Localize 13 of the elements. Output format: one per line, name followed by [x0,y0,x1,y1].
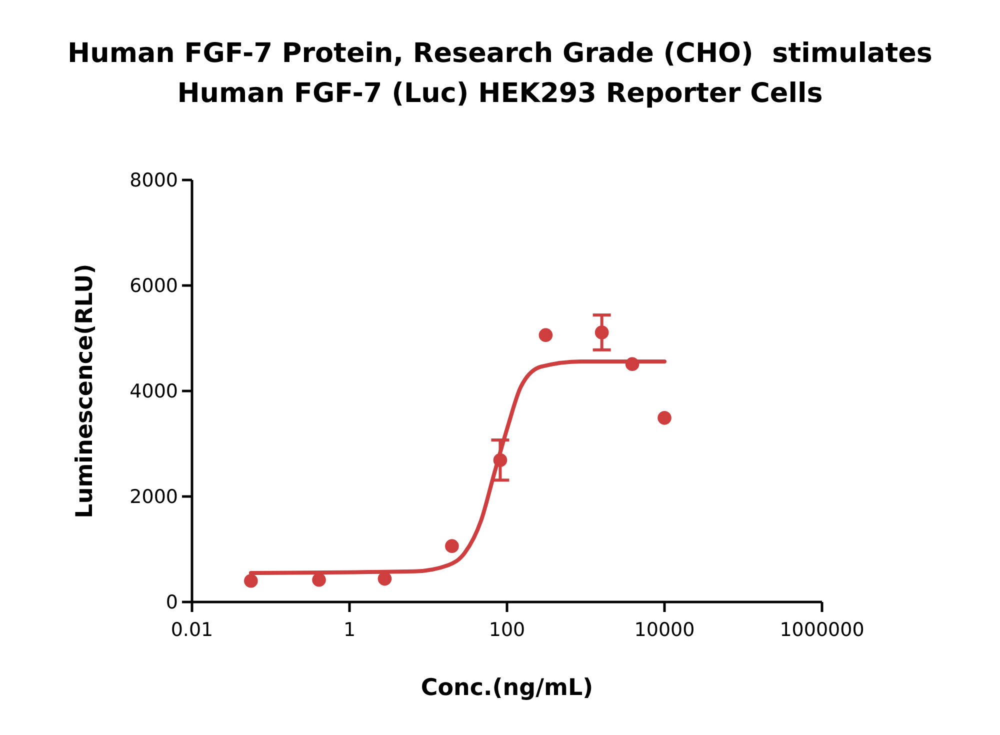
chart-title: Human FGF-7 Protein, Research Grade (CHO) stimulates Human FGF-7 (Luc) HEK293 Reporter Cells [68,38,932,109]
x-tick-label: 100 [488,619,526,641]
x-tick-label: 1 [343,619,356,641]
x-tick-label: 10000 [634,619,695,641]
y-tick-label: 4000 [130,380,178,403]
x-tick-label: 1000000 [780,619,864,641]
y-tick-label: 0 [166,592,178,614]
x-axis-title: Conc.(ng/mL) [420,675,594,701]
y-tick-label: 2000 [130,486,178,508]
x-tick-label: 0.01 [170,619,214,641]
y-tick-label: 8000 [130,170,178,192]
y-tick-label: 6000 [130,275,178,298]
y-axis-title: Luminescence(RLU) [72,264,98,518]
